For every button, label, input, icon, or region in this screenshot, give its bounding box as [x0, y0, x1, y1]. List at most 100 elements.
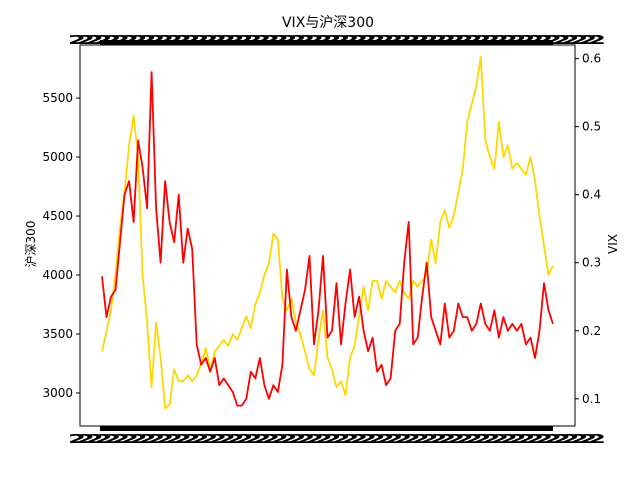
- x-tick-label-top: 2: [244, 33, 262, 47]
- x-tick-label-bottom: 2: [262, 432, 280, 446]
- y-tick-label-right: 0.1: [582, 392, 601, 406]
- x-tick-label-top: 2: [191, 33, 209, 47]
- x-tick-label-top: 2: [412, 33, 430, 47]
- chart-title: VIX与沪深300: [282, 15, 374, 31]
- x-tick-label-bottom: 2: [235, 432, 253, 446]
- y-tick-label-left: 3000: [42, 386, 73, 400]
- x-tick-label-top: 2: [315, 33, 333, 47]
- y-tick-label-left: 5500: [42, 91, 73, 105]
- x-tick-label-top: 2: [94, 33, 112, 47]
- y-tick-label-right: 0.2: [582, 324, 601, 338]
- x-tick-label-top: 2: [421, 33, 439, 47]
- x-tick-label-top: 2: [562, 33, 580, 47]
- x-tick-label-bottom: 2: [218, 432, 236, 446]
- x-tick-marks-top: [100, 40, 553, 45]
- x-tick-label-bottom: 2: [324, 432, 342, 446]
- y-tick-label-right: 0.6: [582, 52, 601, 66]
- x-tick-label-bottom: 2: [579, 432, 597, 446]
- x-tick-label-top: 2: [482, 33, 500, 47]
- x-tick-label-bottom: 2: [376, 432, 394, 446]
- x-tick-label-bottom: 2: [368, 432, 386, 446]
- x-tick-label-bottom: 2: [394, 432, 412, 446]
- x-tick-label-bottom: 2: [77, 432, 95, 446]
- x-tick-label-bottom: 2: [280, 432, 298, 446]
- x-tick-label-top: 2: [385, 33, 403, 47]
- y-tick-label-right: 0.4: [582, 188, 601, 202]
- x-tick-label-top: 2: [297, 33, 315, 47]
- x-tick-label-top: 2: [262, 33, 280, 47]
- x-tick-label-bottom: 2: [350, 432, 368, 446]
- y-tick-label-right: 0.5: [582, 120, 601, 134]
- x-tick-label-bottom: 2: [147, 432, 165, 446]
- x-tick-label-bottom: 2: [103, 432, 121, 446]
- x-tick-label-bottom: 2: [429, 432, 447, 446]
- x-tick-label-top: 2: [183, 33, 201, 47]
- x-tick-label-bottom: 2: [253, 432, 271, 446]
- x-tick-label-bottom: 2: [121, 432, 139, 446]
- y-ticks-right: 0.1 0.2 0.3 0.4 0.5 0.6: [575, 52, 601, 406]
- x-tick-label-bottom: 2: [447, 432, 465, 446]
- x-tick-label-bottom: 2: [500, 432, 518, 446]
- x-tick-label-top: 2: [376, 33, 394, 47]
- x-tick-label-bottom: 2: [94, 432, 112, 446]
- x-tick-label-bottom: 2: [227, 432, 245, 446]
- x-tick-label-bottom: 2: [412, 432, 430, 446]
- x-tick-label-top: 2: [570, 33, 588, 47]
- x-tick-label-top: 2: [350, 33, 368, 47]
- x-tick-label-bottom: 2: [315, 432, 333, 446]
- x-tick-label-top: 2: [509, 33, 527, 47]
- x-tick-label-top: 2: [121, 33, 139, 47]
- x-tick-label-bottom: 2: [544, 432, 562, 446]
- x-tick-label-top: 2: [465, 33, 483, 47]
- x-tick-label-bottom: 2: [509, 432, 527, 446]
- x-tick-label-bottom: 2: [306, 432, 324, 446]
- x-tick-label-top: 2: [535, 33, 553, 47]
- x-tick-label-bottom: 2: [438, 432, 456, 446]
- x-tick-label-bottom: 2: [517, 432, 535, 446]
- x-tick-label-top: 2: [209, 33, 227, 47]
- x-tick-label-bottom: 2: [165, 432, 183, 446]
- x-tick-label-top: 2: [218, 33, 236, 47]
- x-tick-label-top: 2: [456, 33, 474, 47]
- x-tick-label-top: 2: [165, 33, 183, 47]
- x-tick-label-bottom: 2: [191, 432, 209, 446]
- x-tick-label-bottom: 2: [341, 432, 359, 446]
- x-tick-label-bottom: 2: [403, 432, 421, 446]
- x-tick-label-bottom: 2: [421, 432, 439, 446]
- x-tick-label-top: 2: [288, 33, 306, 47]
- x-tick-label-top: 2: [491, 33, 509, 47]
- x-tick-label-top: 2: [112, 33, 130, 47]
- x-tick-label-bottom: 2: [244, 432, 262, 446]
- x-tick-label-bottom: 2: [139, 432, 157, 446]
- x-tick-label-top: 2: [271, 33, 289, 47]
- x-tick-label-top: 2: [77, 33, 95, 47]
- x-tick-label-top: 2: [517, 33, 535, 47]
- x-tick-label-bottom: 2: [156, 432, 174, 446]
- x-tick-label-top: 2: [86, 33, 104, 47]
- x-tick-label-bottom: 2: [297, 432, 315, 446]
- x-tick-label-top: 2: [235, 33, 253, 47]
- x-tick-label-bottom: 2: [385, 432, 403, 446]
- y-tick-label-right: 0.3: [582, 256, 601, 270]
- x-tick-label-top: 2: [200, 33, 218, 47]
- x-tick-label-top: 2: [103, 33, 121, 47]
- y-tick-label-left: 4500: [42, 209, 73, 223]
- x-tick-label-top: 2: [253, 33, 271, 47]
- x-tick-label-top: 2: [341, 33, 359, 47]
- x-tick-label-top: 2: [526, 33, 544, 47]
- axes-frame: [79, 44, 576, 427]
- x-tick-label-bottom: 2: [288, 432, 306, 446]
- x-tick-label-top: 2: [280, 33, 298, 47]
- x-tick-label-bottom: 2: [86, 432, 104, 446]
- x-tick-label-bottom: 2: [473, 432, 491, 446]
- x-tick-label-bottom: 2: [535, 432, 553, 446]
- series-line-vix: [101, 71, 554, 407]
- x-tick-label-top: 2: [174, 33, 192, 47]
- x-tick-label-bottom: 2: [200, 432, 218, 446]
- plot-area: [101, 55, 554, 410]
- x-tick-label-bottom: 2: [183, 432, 201, 446]
- x-tick-marks-bottom: [100, 426, 553, 431]
- x-tick-label-top: 2: [579, 33, 597, 47]
- x-tick-label-bottom: 2: [174, 432, 192, 446]
